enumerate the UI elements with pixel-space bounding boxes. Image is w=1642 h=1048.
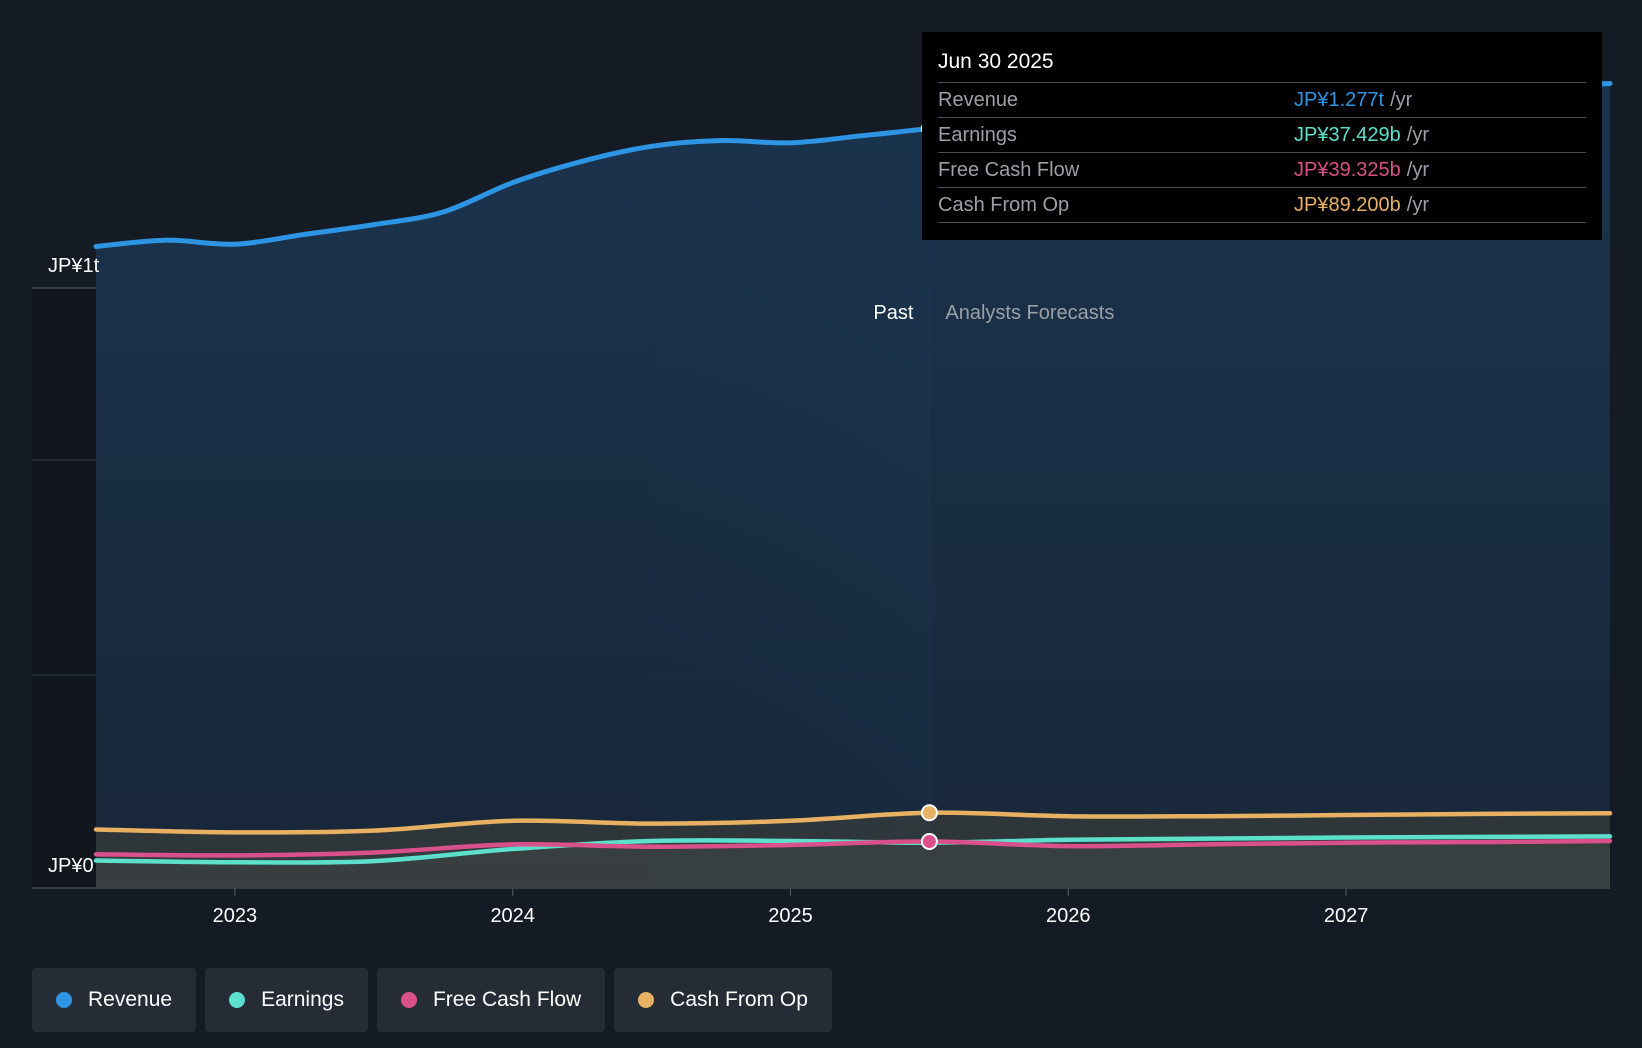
cash-from-op-dot-icon [638, 992, 655, 1008]
x-tick-label: 2025 [768, 905, 813, 927]
x-tick-label: 2026 [1046, 905, 1091, 927]
tooltip-value: JP¥39.325b [1294, 158, 1401, 181]
tooltip-label: Cash From Op [938, 193, 1070, 216]
tooltip-row-earnings: Earnings JP¥37.429b /yr [938, 117, 1586, 152]
tooltip-label: Revenue [938, 88, 1019, 111]
tooltip-unit: /yr [1406, 123, 1429, 146]
tooltip-panel: Jun 30 2025 Revenue JP¥1.277t /yr Earnin… [922, 32, 1602, 240]
tooltip-label: Free Cash Flow [938, 158, 1080, 181]
past-label: Past [873, 302, 913, 324]
earnings-area [96, 836, 1610, 888]
x-tick-label: 2027 [1324, 905, 1369, 927]
legend-item-cash-from-op[interactable]: Cash From Op [614, 968, 832, 1032]
tooltip-value: JP¥37.429b [1294, 123, 1401, 146]
legend-label: Earnings [261, 988, 344, 1011]
y-axis-label-zero: JP¥0 [48, 855, 94, 877]
earnings-dot-icon [229, 992, 246, 1008]
y-axis-label-top: JP¥1t [48, 255, 100, 277]
legend-item-free-cash-flow[interactable]: Free Cash Flow [376, 968, 606, 1032]
x-tick-label: 2023 [213, 905, 258, 927]
cash-from-op-line [93, 810, 1613, 835]
free-cash-flow-line [93, 838, 1613, 858]
free-cash-flow-dot-icon [400, 992, 417, 1008]
tooltip-row-free-cash-flow: Free Cash Flow JP¥39.325b /yr [938, 152, 1586, 187]
forecast-label: Analysts Forecasts [945, 302, 1114, 324]
free-cash-flow-marker [920, 833, 938, 851]
x-tick-label: 2024 [490, 905, 535, 927]
revenue-area [96, 83, 1610, 888]
cash-from-op-marker [920, 804, 938, 822]
tooltip-value: JP¥89.200b [1294, 193, 1401, 216]
legend-item-earnings[interactable]: Earnings [205, 968, 368, 1032]
cash-from-op-area [96, 812, 1610, 888]
tooltip-date: Jun 30 2025 [938, 50, 1054, 73]
tooltip-label: Earnings [938, 123, 1017, 146]
legend: Revenue Earnings Free Cash Flow Cash Fro… [32, 968, 832, 1032]
legend-label: Cash From Op [670, 988, 808, 1011]
tooltip-unit: /yr [1390, 88, 1413, 111]
tooltip-value: JP¥1.277t [1294, 88, 1385, 111]
legend-label: Free Cash Flow [432, 988, 582, 1011]
revenue-dot-icon [56, 992, 72, 1008]
tooltip-unit: /yr [1406, 158, 1429, 181]
legend-label: Revenue [88, 988, 173, 1011]
tooltip-row-revenue: Revenue JP¥1.277t /yr [938, 82, 1586, 117]
legend-item-revenue[interactable]: Revenue [32, 968, 197, 1032]
tooltip-row-cash-from-op: Cash From Op JP¥89.200b /yr [938, 187, 1586, 223]
tooltip-unit: /yr [1406, 193, 1429, 216]
